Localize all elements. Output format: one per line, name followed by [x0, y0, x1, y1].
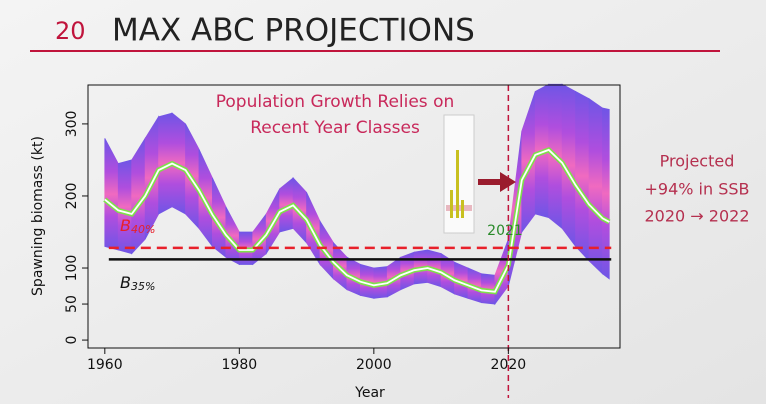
- inset-figure: [443, 114, 516, 234]
- slide-title: MAX ABC PROJECTIONS: [112, 13, 475, 49]
- ref-label: B40%: [120, 216, 155, 237]
- x-tick-label: 2020: [491, 357, 527, 373]
- ref-label-base: B: [120, 273, 131, 292]
- ref-label-sub: 35%: [131, 280, 155, 293]
- x-tick-label: 1960: [87, 357, 123, 373]
- y-tick-label: 100: [64, 255, 80, 282]
- ref-label: B35%: [120, 273, 155, 294]
- median-line: [104, 148, 610, 293]
- x-axis-label: Year: [354, 385, 385, 401]
- fan-band: [117, 159, 133, 255]
- x-tick-label: 1980: [222, 357, 258, 373]
- plot-frame: [87, 84, 621, 349]
- slide-number: 20: [55, 17, 86, 45]
- x-tick-label: 2000: [356, 357, 392, 373]
- fan-band: [575, 90, 590, 262]
- y-tick-label: 50: [64, 295, 80, 313]
- annotation: Population Growth Relies on: [216, 92, 455, 112]
- y-tick-label: 300: [64, 111, 80, 138]
- y-axis-label: Spawning biomass (kt): [30, 136, 46, 296]
- side-note: Projected: [660, 152, 735, 171]
- ref-label-base: B: [120, 216, 131, 235]
- y-tick-label: 0: [64, 336, 80, 345]
- fan-band: [602, 107, 610, 280]
- annotation: Recent Year Classes: [250, 118, 420, 138]
- vline-label: 2021: [487, 223, 523, 239]
- side-note: 2020 → 2022: [644, 207, 749, 226]
- ref-label-sub: 40%: [131, 223, 155, 236]
- side-note: +94% in SSB: [644, 180, 749, 199]
- y-tick-label: 200: [64, 183, 80, 210]
